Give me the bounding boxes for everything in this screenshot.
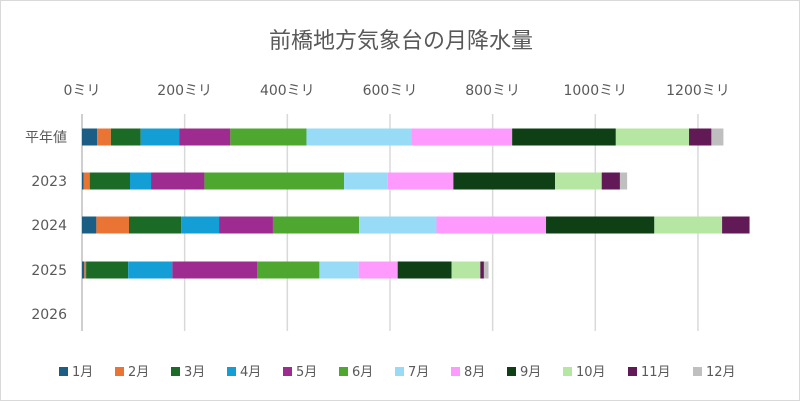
y-tick-label: 2023 [31,174,67,190]
bar-segment-8月 [358,261,398,279]
legend-label: 11月 [641,365,671,380]
x-tick-label: 1200ミリ [666,83,730,99]
bar-segment-2月 [83,172,90,190]
bar-segment-11月 [601,172,620,190]
bar-segment-11月 [480,261,484,279]
x-tick-label: 200ミリ [157,83,212,99]
legend-label: 5月 [296,365,317,380]
bar-segment-4月 [129,172,152,190]
y-tick-label: 2026 [31,307,67,323]
bar-segment-10月 [555,172,602,190]
bar-segment-5月 [151,172,205,190]
legend-swatch [395,367,404,376]
legend-swatch [451,367,460,376]
bar-segment-2月 [84,261,87,279]
bar-segment-1月 [82,172,84,190]
bar-segment-9月 [512,128,616,146]
legend-label: 10月 [576,365,606,380]
bar-segment-5月 [219,216,273,234]
legend-label: 8月 [464,365,485,380]
bar-segment-3月 [110,128,141,146]
x-tick-label: 600ミリ [363,83,418,99]
x-tick-label: 0ミリ [64,83,101,99]
legend-swatch [628,367,637,376]
bar-segment-8月 [436,216,547,234]
bar-segment-9月 [453,172,556,190]
bar-segment-1月 [82,128,98,146]
legend-label: 1月 [72,365,93,380]
legend-label: 4月 [240,365,261,380]
legend-swatch [693,367,702,376]
bar-segment-6月 [230,128,307,146]
bar-segment-7月 [306,128,412,146]
bar-segment-8月 [387,172,454,190]
legend-label: 6月 [352,365,373,380]
bar-segment-7月 [344,172,388,190]
bar-segment-6月 [272,216,360,234]
bar-segment-3月 [86,261,129,279]
bar-segment-12月 [483,261,489,279]
bar-segment-2月 [97,128,111,146]
bar-segment-12月 [619,172,628,190]
bar-segment-9月 [546,216,655,234]
bar-segment-10月 [451,261,481,279]
bar-segment-10月 [615,128,690,146]
bar-segment-3月 [128,216,182,234]
y-tick-label: 平年値 [25,130,67,146]
bar-segment-5月 [172,261,258,279]
legend-swatch [171,367,180,376]
bar-segment-10月 [654,216,723,234]
bar-segment-4月 [128,261,173,279]
x-tick-label: 1000ミリ [563,83,627,99]
bar-segment-2月 [96,216,129,234]
bar-segment-1月 [82,216,97,234]
bar-segment-8月 [411,128,513,146]
legend-swatch [563,367,572,376]
legend-label: 3月 [184,365,205,380]
bar-segment-7月 [319,261,359,279]
x-tick-label: 800ミリ [465,83,520,99]
bar-segment-12月 [711,128,724,146]
bar-segment-6月 [257,261,320,279]
legend-swatch [227,367,236,376]
bar-segment-7月 [359,216,437,234]
legend-swatch [507,367,516,376]
bar-segment-11月 [689,128,712,146]
bar-segment-5月 [179,128,231,146]
bar-segment-9月 [397,261,452,279]
legend-label: 2月 [128,365,149,380]
chart-title: 前橋地方気象台の月降水量 [268,29,533,54]
bar-segment-4月 [181,216,220,234]
y-tick-label: 2024 [31,218,67,234]
legend-label: 9月 [520,365,541,380]
legend-label: 12月 [706,365,736,380]
legend-swatch [283,367,292,376]
bar-segment-3月 [89,172,130,190]
y-tick-label: 2025 [31,263,67,279]
bar-segment-6月 [204,172,345,190]
bar-segment-11月 [722,216,750,234]
x-tick-label: 400ミリ [260,83,315,99]
bar-segment-4月 [140,128,180,146]
legend-label: 7月 [408,365,429,380]
legend-swatch [59,367,68,376]
legend-swatch [115,367,124,376]
bar-segment-1月 [82,261,85,279]
legend-swatch [339,367,348,376]
